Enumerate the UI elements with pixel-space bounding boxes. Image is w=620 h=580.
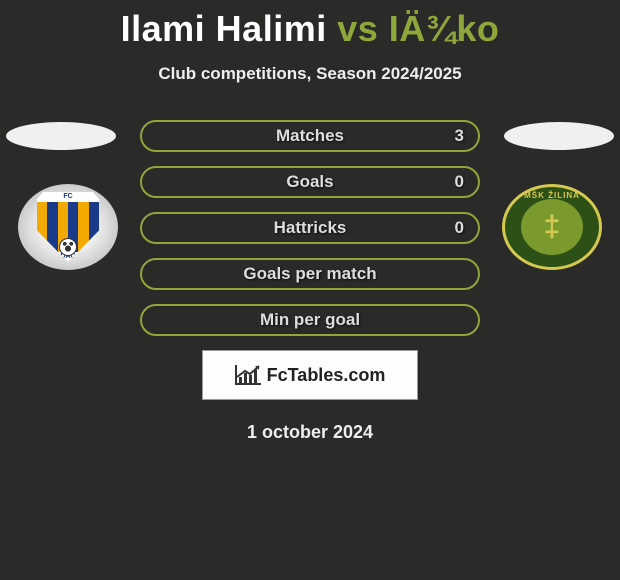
stat-right-value: 3: [455, 126, 464, 146]
stat-rows: Matches 3 Goals 0 Hattricks 0 Goals per …: [140, 120, 480, 336]
content-area: FC DAC MŠK ŽILINA ‡ Matches 3 Goals 0: [0, 120, 620, 443]
brand-box: FcTables.com: [202, 350, 418, 400]
stat-label: Goals: [286, 172, 333, 192]
player1-name: Ilami Halimi: [121, 8, 327, 49]
football-icon: [59, 238, 77, 256]
stat-label: Min per goal: [260, 310, 360, 330]
club-badge-right: MŠK ŽILINA ‡: [502, 184, 602, 270]
stat-label: Matches: [276, 126, 344, 146]
stat-row-goals-per-match: Goals per match: [140, 258, 480, 290]
player2-name: IÄ¾ko: [389, 8, 500, 49]
comparison-title: Ilami Halimi vs IÄ¾ko: [0, 0, 620, 50]
club-badge-left: FC DAC: [18, 184, 118, 270]
brand-chart-icon: [235, 365, 261, 385]
stat-row-goals: Goals 0: [140, 166, 480, 198]
competition-subtitle: Club competitions, Season 2024/2025: [0, 64, 620, 84]
zilina-cross-icon: ‡: [544, 212, 561, 242]
player1-marker: [6, 122, 116, 150]
player2-marker: [504, 122, 614, 150]
zilina-badge: MŠK ŽILINA ‡: [502, 184, 602, 270]
date-line: 1 october 2024: [0, 422, 620, 443]
stat-right-value: 0: [455, 218, 464, 238]
stat-right-value: 0: [455, 172, 464, 192]
vs-text: vs: [337, 8, 378, 49]
stat-row-hattricks: Hattricks 0: [140, 212, 480, 244]
fcdac-text-top: FC: [37, 192, 99, 202]
stat-label: Hattricks: [274, 218, 347, 238]
brand-text: FcTables.com: [267, 365, 386, 386]
zilina-inner: ‡: [521, 199, 583, 255]
stat-row-min-per-goal: Min per goal: [140, 304, 480, 336]
stat-row-matches: Matches 3: [140, 120, 480, 152]
stat-label: Goals per match: [243, 264, 376, 284]
fcdac-badge: FC DAC: [18, 184, 118, 270]
